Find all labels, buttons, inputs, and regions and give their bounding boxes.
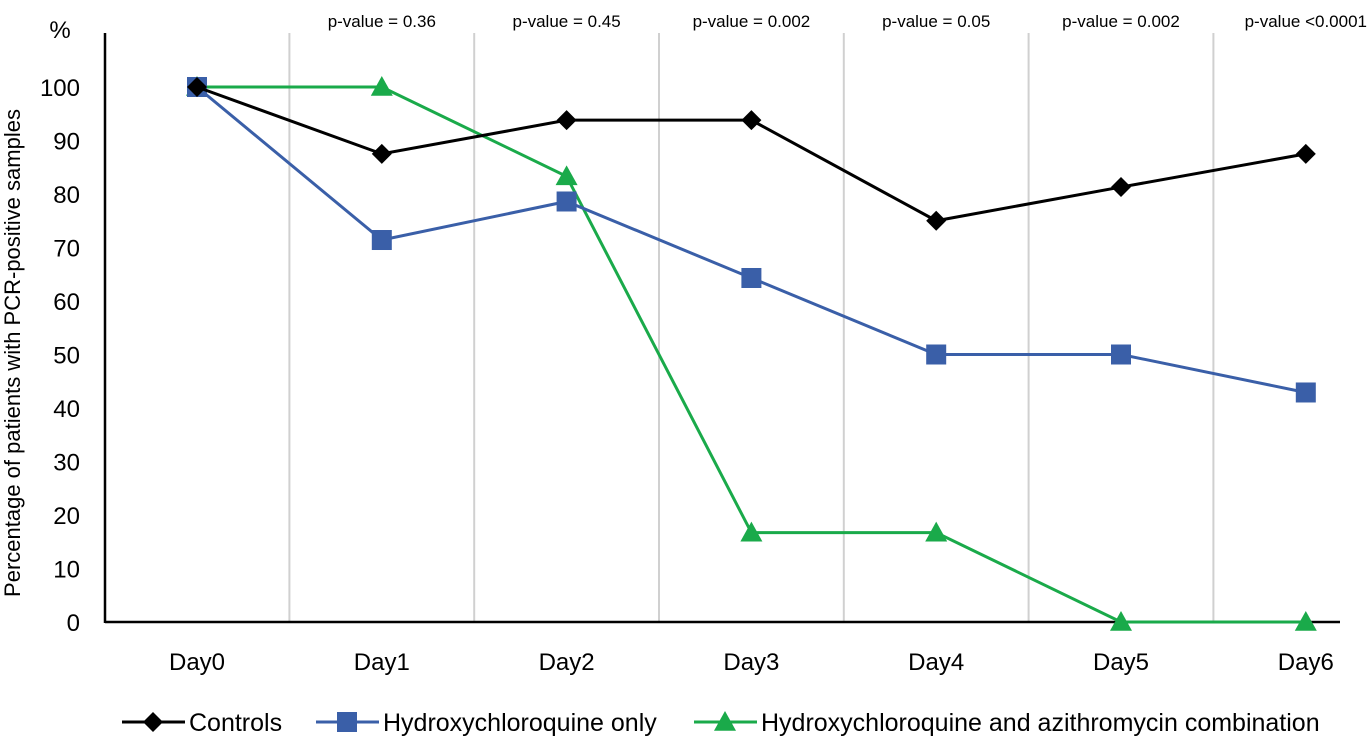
legend-item: Controls bbox=[122, 709, 282, 737]
data-point-diamond bbox=[1111, 177, 1131, 198]
data-point-diamond bbox=[143, 712, 163, 732]
series-line bbox=[196, 85, 1307, 394]
data-point-square bbox=[741, 267, 762, 288]
y-tick-label: 40 bbox=[53, 396, 80, 423]
y-tick-label: 10 bbox=[53, 557, 80, 584]
y-tick-label: 90 bbox=[53, 129, 80, 156]
series-line bbox=[196, 85, 1307, 223]
legend-label: Hydroxychloroquine only bbox=[383, 709, 657, 737]
x-tick-label: Day6 bbox=[1278, 649, 1334, 676]
data-point-square bbox=[337, 712, 357, 732]
legend-item: Hydroxychloroquine and azithromycin comb… bbox=[694, 709, 1320, 737]
y-tick-label: 20 bbox=[53, 503, 80, 530]
x-tick-label: Day2 bbox=[539, 649, 595, 676]
data-point-triangle bbox=[925, 521, 948, 542]
data-point-diamond bbox=[926, 210, 947, 231]
data-point-triangle bbox=[555, 165, 578, 186]
data-point-diamond bbox=[1295, 143, 1316, 164]
p-value-annotations: p-value = 0.36 p-value = 0.45 p-value = 0.… bbox=[328, 12, 1367, 31]
p-value-label: p-value = 0.002 bbox=[693, 12, 811, 31]
legend-label: Controls bbox=[189, 709, 282, 737]
data-point-triangle bbox=[370, 76, 393, 96]
p-value-label: p-value = 0.002 bbox=[1062, 12, 1180, 31]
series-diamond bbox=[187, 77, 1316, 231]
x-tick-label: Day0 bbox=[169, 649, 225, 676]
y-tick-label: 100 bbox=[40, 75, 80, 102]
data-point-triangle bbox=[1294, 611, 1317, 631]
data-point-square bbox=[1111, 344, 1131, 365]
data-point-triangle bbox=[1110, 611, 1132, 631]
series-lines bbox=[186, 76, 1317, 631]
data-point-diamond bbox=[741, 110, 762, 131]
data-point-diamond bbox=[187, 77, 207, 97]
y-tick-label: 0 bbox=[67, 610, 80, 637]
p-value-label: p-value = 0.05 bbox=[882, 12, 990, 31]
data-point-diamond bbox=[371, 143, 392, 164]
data-point-square bbox=[556, 191, 577, 212]
y-tick-label: 60 bbox=[53, 289, 80, 316]
data-point-triangle bbox=[740, 521, 763, 542]
data-point-diamond bbox=[556, 110, 577, 131]
y-tick-label: 50 bbox=[53, 343, 80, 370]
x-tick-label: Day1 bbox=[354, 649, 410, 676]
y-tick-label: 70 bbox=[53, 236, 80, 263]
data-point-square bbox=[926, 344, 947, 365]
data-point-triangle bbox=[714, 711, 736, 731]
legend-item: Hydroxychloroquine only bbox=[316, 709, 657, 737]
data-point-square bbox=[371, 230, 392, 251]
x-tick-labels: Day0 Day1 Day2 Day3 Day4 Day5 Day6 bbox=[169, 649, 1334, 676]
y-unit-label: % bbox=[49, 17, 70, 44]
x-tick-label: Day3 bbox=[723, 649, 779, 676]
p-value-label: p-value <0.0001 bbox=[1245, 12, 1367, 31]
y-tick-labels: 0 10 20 30 40 50 60 70 80 90 100 bbox=[40, 75, 80, 637]
y-tick-label: 80 bbox=[53, 182, 80, 209]
data-point-square bbox=[1295, 382, 1316, 403]
legend-label: Hydroxychloroquine and azithromycin comb… bbox=[761, 709, 1320, 737]
series-line bbox=[197, 85, 1306, 624]
y-tick-label: 30 bbox=[53, 450, 80, 477]
x-tick-label: Day4 bbox=[908, 649, 964, 676]
legend: Controls Hydroxychloroquine only Hydroxych… bbox=[122, 709, 1320, 737]
x-tick-label: Day5 bbox=[1093, 649, 1149, 676]
y-axis-title: Percentage of patients with PCR-positive… bbox=[0, 109, 25, 597]
series-triangle bbox=[186, 76, 1317, 631]
p-value-label: p-value = 0.36 bbox=[328, 12, 436, 31]
p-value-label: p-value = 0.45 bbox=[512, 12, 620, 31]
